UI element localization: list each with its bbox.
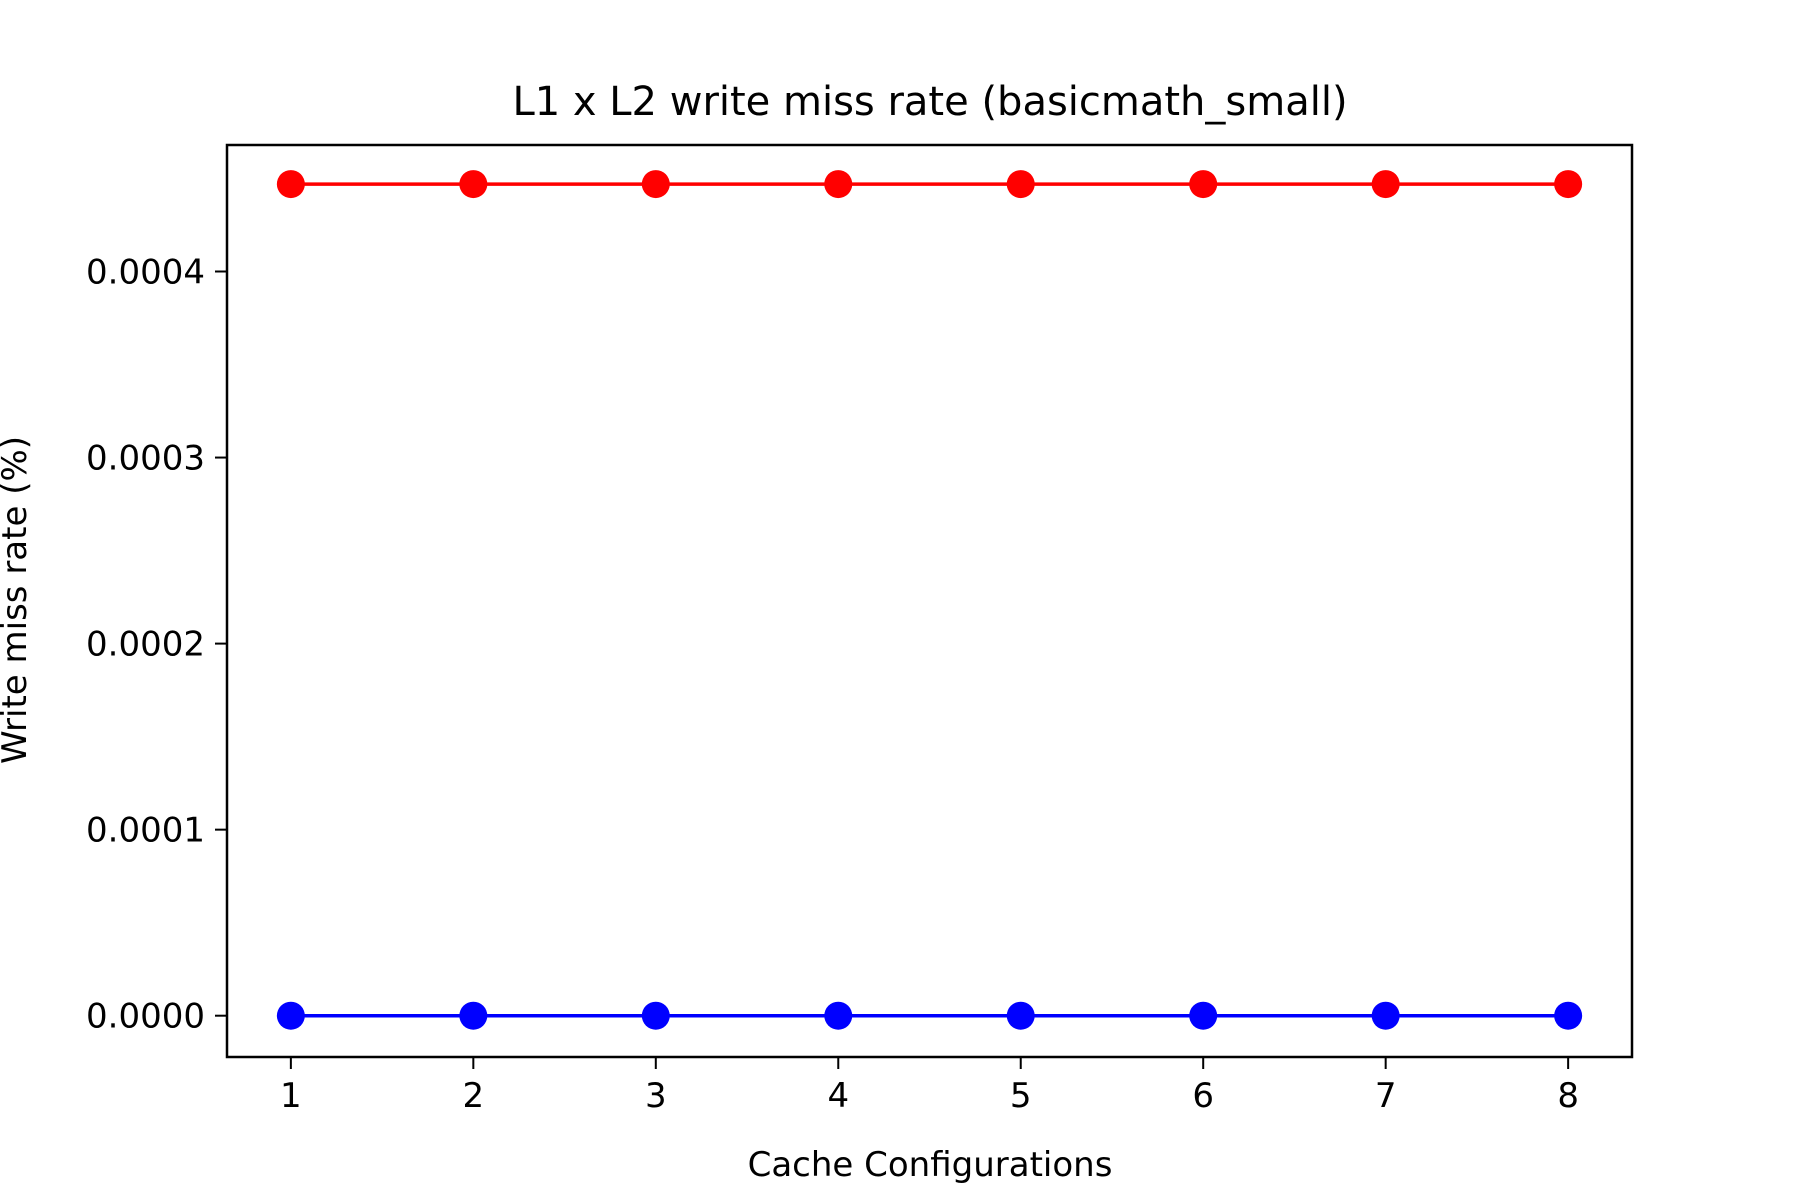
- data-point-series-1: [824, 170, 853, 199]
- data-point-series-2: [641, 1001, 670, 1030]
- data-point-series-2: [1554, 1001, 1583, 1030]
- data-point-series-1: [1189, 170, 1218, 199]
- y-axis-label: Write miss rate (%): [0, 436, 35, 764]
- x-tick-label: 4: [827, 1076, 849, 1116]
- y-axis: 0.0000 0.0001 0.0002 0.0003 0.0004: [86, 253, 227, 1037]
- x-axis: 1 2 3 4 5 6 7 8: [280, 1057, 1579, 1116]
- data-point-series-1: [459, 170, 488, 199]
- data-point-series-2: [1371, 1001, 1400, 1030]
- data-point-series-2: [276, 1001, 305, 1030]
- y-tick-label: 0.0000: [86, 997, 205, 1037]
- data-point-series-2: [459, 1001, 488, 1030]
- data-point-series-2: [1006, 1001, 1035, 1030]
- x-tick-label: 1: [280, 1076, 302, 1116]
- plot-frame: [225, 143, 1634, 1059]
- y-tick-label: 0.0001: [86, 811, 205, 851]
- data-point-series-1: [1371, 170, 1400, 199]
- x-tick-label: 3: [645, 1076, 667, 1116]
- data-point-series-1: [276, 170, 305, 199]
- x-tick-label: 2: [463, 1076, 485, 1116]
- x-tick-label: 7: [1375, 1076, 1397, 1116]
- y-tick-label: 0.0003: [86, 439, 205, 479]
- x-axis-label: Cache Configurations: [748, 1145, 1113, 1185]
- data-point-series-2: [824, 1001, 853, 1030]
- chart-title: L1 x L2 write miss rate (basicmath_small…: [512, 79, 1347, 125]
- data-point-series-1: [641, 170, 670, 199]
- data-point-series-2: [1189, 1001, 1218, 1030]
- plot-area: [276, 170, 1583, 1030]
- data-point-series-1: [1554, 170, 1583, 199]
- y-tick-label: 0.0004: [86, 253, 205, 293]
- x-tick-label: 6: [1192, 1076, 1214, 1116]
- y-tick-label: 0.0002: [86, 625, 205, 665]
- x-tick-label: 8: [1557, 1076, 1579, 1116]
- data-point-series-1: [1006, 170, 1035, 199]
- x-tick-label: 5: [1010, 1076, 1032, 1116]
